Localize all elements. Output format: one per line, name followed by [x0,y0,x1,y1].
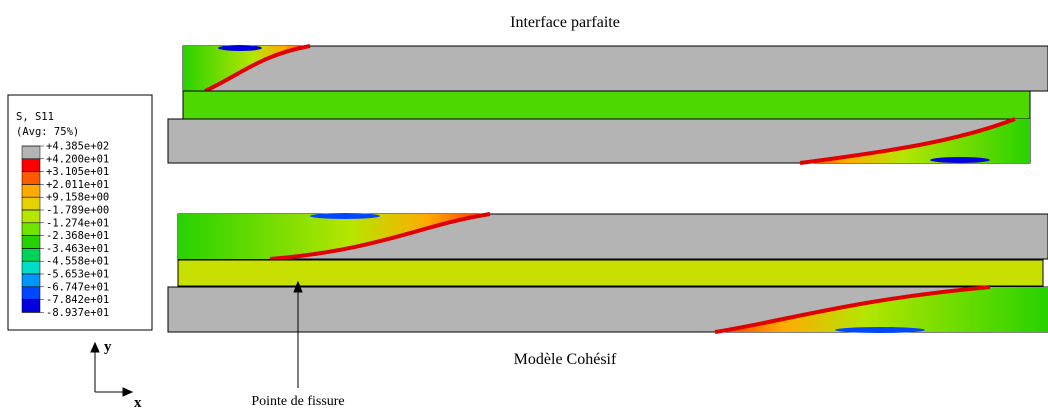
legend-label: +9.158e+00 [46,192,109,204]
legend-label: -4.558e+01 [46,256,109,268]
legend-label: +3.105e+01 [46,166,109,178]
legend-swatch [21,286,41,300]
legend-label: -2.368e+01 [46,230,109,242]
legend-label: -8.937e+01 [46,307,109,319]
x-axis-label: x [134,395,142,410]
legend-label: +4.385e+02 [46,141,109,153]
legend-swatch [21,260,41,275]
legend-swatch [21,209,41,224]
legend-label: -3.463e+01 [46,243,109,255]
legend-label: -5.653e+01 [46,269,109,281]
legend-swatch [21,222,41,236]
legend-label: -7.842e+01 [46,294,109,306]
legend-subtitle: (Avg: 75%) [16,126,79,138]
bottom-model [167,212,1048,334]
legend-label: -1.789e+00 [46,205,109,217]
legend-swatch [21,299,41,313]
top-title: Interface parfaite [510,14,620,31]
legend-swatch [21,145,41,160]
legend: S, S11 (Avg: 75%) +4.385e+02+4.200e+01+3… [7,94,153,331]
annotation-arrow [293,280,303,388]
legend-swatch [21,235,41,249]
annotation: Pointe de fissure [251,394,344,409]
legend-scale: +4.385e+02+4.200e+01+3.105e+01+2.011e+01… [21,141,109,319]
top-model [167,44,1048,165]
bottom-title: Modèle Cohésif [514,351,617,368]
legend-swatch [21,171,41,185]
y-axis-label: y [104,339,112,355]
legend-label: +4.200e+01 [46,153,109,165]
legend-swatch [21,196,41,211]
legend-label: -1.274e+01 [46,217,109,229]
legend-swatch [21,273,41,288]
legend-swatch [21,158,41,172]
legend-swatch [21,184,41,198]
legend-title: S, S11 [16,111,54,123]
axes-triad [90,341,134,397]
legend-swatch [21,248,41,262]
legend-label: +2.011e+01 [46,179,109,191]
legend-label: -6.747e+01 [46,281,109,293]
